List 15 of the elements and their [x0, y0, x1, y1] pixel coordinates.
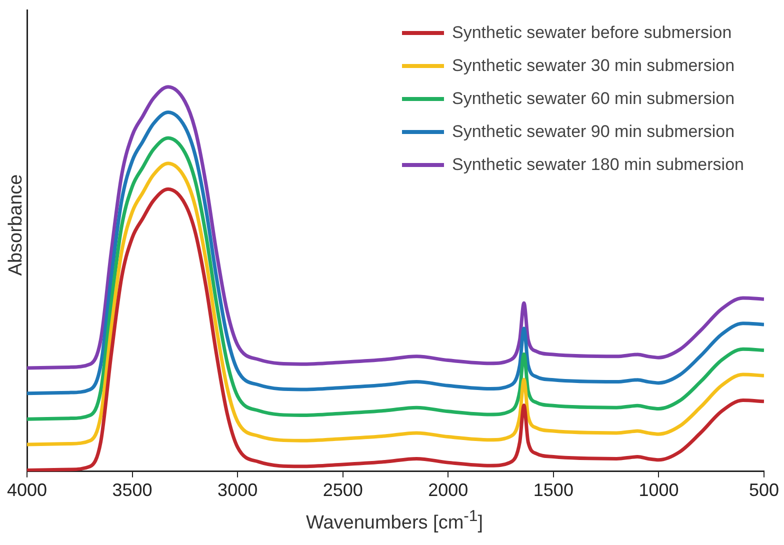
x-tick-label: 1000 — [638, 480, 679, 500]
x-tick-label: 3000 — [218, 480, 258, 500]
legend-label: Synthetic sewater 30 min submersion — [452, 56, 735, 76]
legend-label: Synthetic sewater 60 min submersion — [452, 88, 735, 108]
x-tick-label: 2000 — [428, 480, 468, 500]
legend-label: Synthetic sewater 90 min submersion — [452, 122, 735, 142]
x-axis-title: Wavenumbers [cm$^{-1}$] — [304, 508, 484, 534]
x-tick-label: 4000 — [6, 480, 48, 500]
x-tick-label: 1500 — [533, 480, 574, 500]
x-tick-label: 500 — [748, 480, 780, 500]
legend-label: Synthetic sewater before submersion — [452, 22, 732, 42]
x-tick-label: 2500 — [322, 480, 363, 500]
legend-label: Synthetic sewater 180 min submersion — [452, 154, 744, 174]
x-tick-label: 3500 — [112, 480, 152, 500]
y-axis-title: Absorbance — [6, 174, 28, 276]
